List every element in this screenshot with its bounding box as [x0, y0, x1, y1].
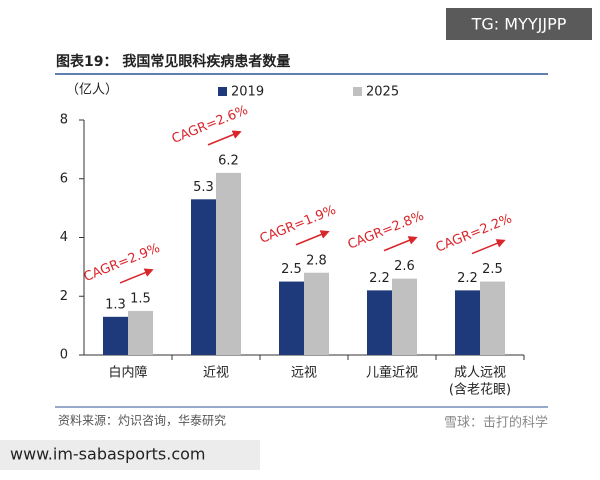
source: 资料来源：灼识咨询，华泰研究 — [58, 413, 226, 428]
watermark-bottom: 雪球：击打的科学 — [444, 415, 548, 431]
cagr-annotation: CAGR=2.8% — [346, 209, 427, 253]
bar — [367, 290, 392, 355]
cagr-arrow — [119, 268, 154, 284]
value-label: 2.5 — [482, 262, 503, 277]
x-tick-label: 白内障 — [108, 365, 147, 381]
bar — [455, 290, 480, 355]
y-tick-label: 2 — [60, 289, 68, 304]
cagr-arrow — [383, 236, 418, 252]
cagr-annotation: CAGR=1.9% — [258, 203, 339, 247]
value-label: 2.2 — [457, 271, 478, 286]
x-tick-label: 远视 — [291, 366, 317, 381]
x-tick-label: 成人远视 — [454, 366, 506, 381]
value-label: 5.3 — [193, 180, 214, 195]
chart-title: 图表19： 我国常见眼科疾病患者数量 — [56, 53, 290, 70]
bar — [304, 272, 329, 355]
legend-label: 2025 — [366, 85, 399, 100]
bar — [279, 281, 304, 355]
bar — [103, 316, 128, 355]
bar — [392, 278, 417, 355]
cagr-annotation: CAGR=2.9% — [82, 241, 163, 285]
y-tick-label: 0 — [60, 348, 68, 363]
legend-swatch — [353, 87, 362, 96]
y-tick-label: 8 — [60, 113, 68, 128]
watermark-top: TG: MYYJJPP — [471, 15, 567, 34]
bar — [480, 281, 505, 355]
site-url: www.im-sabasports.com — [10, 445, 206, 464]
url-box — [0, 440, 260, 470]
bar — [128, 310, 153, 355]
legend-label: 2019 — [231, 85, 264, 100]
cagr-annotation: CAGR=2.6% — [170, 103, 251, 147]
value-label: 2.8 — [306, 253, 327, 268]
legend-swatch — [218, 87, 227, 96]
value-label: 2.5 — [281, 262, 302, 277]
value-label: 1.5 — [130, 291, 151, 306]
cagr-annotation: CAGR=2.2% — [434, 211, 515, 255]
x-tick-label: 儿童近视 — [366, 365, 418, 381]
y-tick-label: 6 — [60, 171, 68, 186]
bar — [216, 172, 241, 355]
cagr-arrow — [207, 130, 242, 146]
value-label: 2.2 — [369, 271, 390, 286]
value-label: 1.3 — [105, 297, 126, 312]
y-axis-label: （亿人） — [66, 83, 118, 98]
x-tick-label: (含老花眼) — [449, 382, 511, 398]
cagr-arrow — [471, 239, 506, 255]
cagr-arrow — [295, 230, 330, 246]
watermark-box — [446, 8, 592, 40]
bar — [191, 199, 216, 355]
y-tick-label: 4 — [60, 230, 68, 245]
x-tick-label: 近视 — [203, 366, 229, 381]
value-label: 6.2 — [218, 153, 239, 168]
value-label: 2.6 — [394, 259, 415, 274]
